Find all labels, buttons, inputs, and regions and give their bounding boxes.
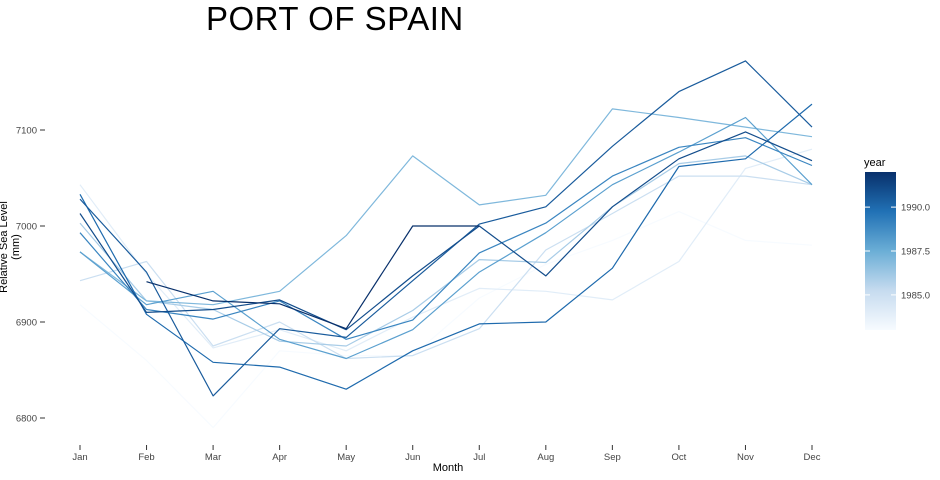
- axes: 6800 6900 7000 7100 Jan Feb Mar Apr May Jun Jul Aug…: [16, 126, 821, 464]
- series-line-6: [79, 137, 813, 340]
- series-line-8: [79, 60, 813, 397]
- colorbar: [865, 172, 896, 330]
- legend-title: year: [864, 157, 886, 169]
- x-tick-label: Aug: [537, 452, 554, 463]
- series-line-1: [79, 148, 813, 352]
- colorbar-tick-label: 1990.0: [901, 203, 930, 214]
- series-line-5: [79, 116, 813, 360]
- series-line-0: [79, 211, 813, 429]
- series-line-4: [79, 108, 813, 306]
- y-tick-label: 7000: [16, 222, 37, 233]
- y-tick-label: 7100: [16, 126, 37, 137]
- colorbar-tick-label: 1985.0: [901, 290, 930, 301]
- x-tick-label: Apr: [272, 452, 287, 463]
- series-line-7: [79, 103, 813, 390]
- x-tick-label: Feb: [138, 452, 154, 463]
- x-tick-label: Jun: [405, 452, 420, 463]
- x-axis-label: Month: [432, 462, 464, 474]
- y-tick-label: 6900: [16, 318, 37, 329]
- x-tick-label: May: [337, 452, 355, 463]
- series-lines: [79, 60, 813, 429]
- chart-title: PORT OF SPAIN: [206, 0, 464, 37]
- x-tick-label: Sep: [604, 452, 621, 463]
- x-tick-label: Jan: [72, 452, 87, 463]
- colorbar-legend: 1985.0 1987.5 1990.0: [865, 172, 930, 330]
- series-line-2: [79, 175, 813, 360]
- x-tick-label: Oct: [672, 452, 687, 463]
- series-line-9: [79, 131, 813, 331]
- x-tick-label: Jul: [473, 452, 485, 463]
- colorbar-tick-label: 1987.5: [901, 247, 930, 258]
- y-tick-label: 6800: [16, 414, 37, 425]
- x-tick-label: Nov: [737, 452, 754, 463]
- series-line-10: [146, 225, 480, 330]
- series-line-3: [79, 155, 813, 347]
- x-tick-label: Dec: [804, 452, 821, 463]
- x-tick-label: Mar: [205, 452, 221, 463]
